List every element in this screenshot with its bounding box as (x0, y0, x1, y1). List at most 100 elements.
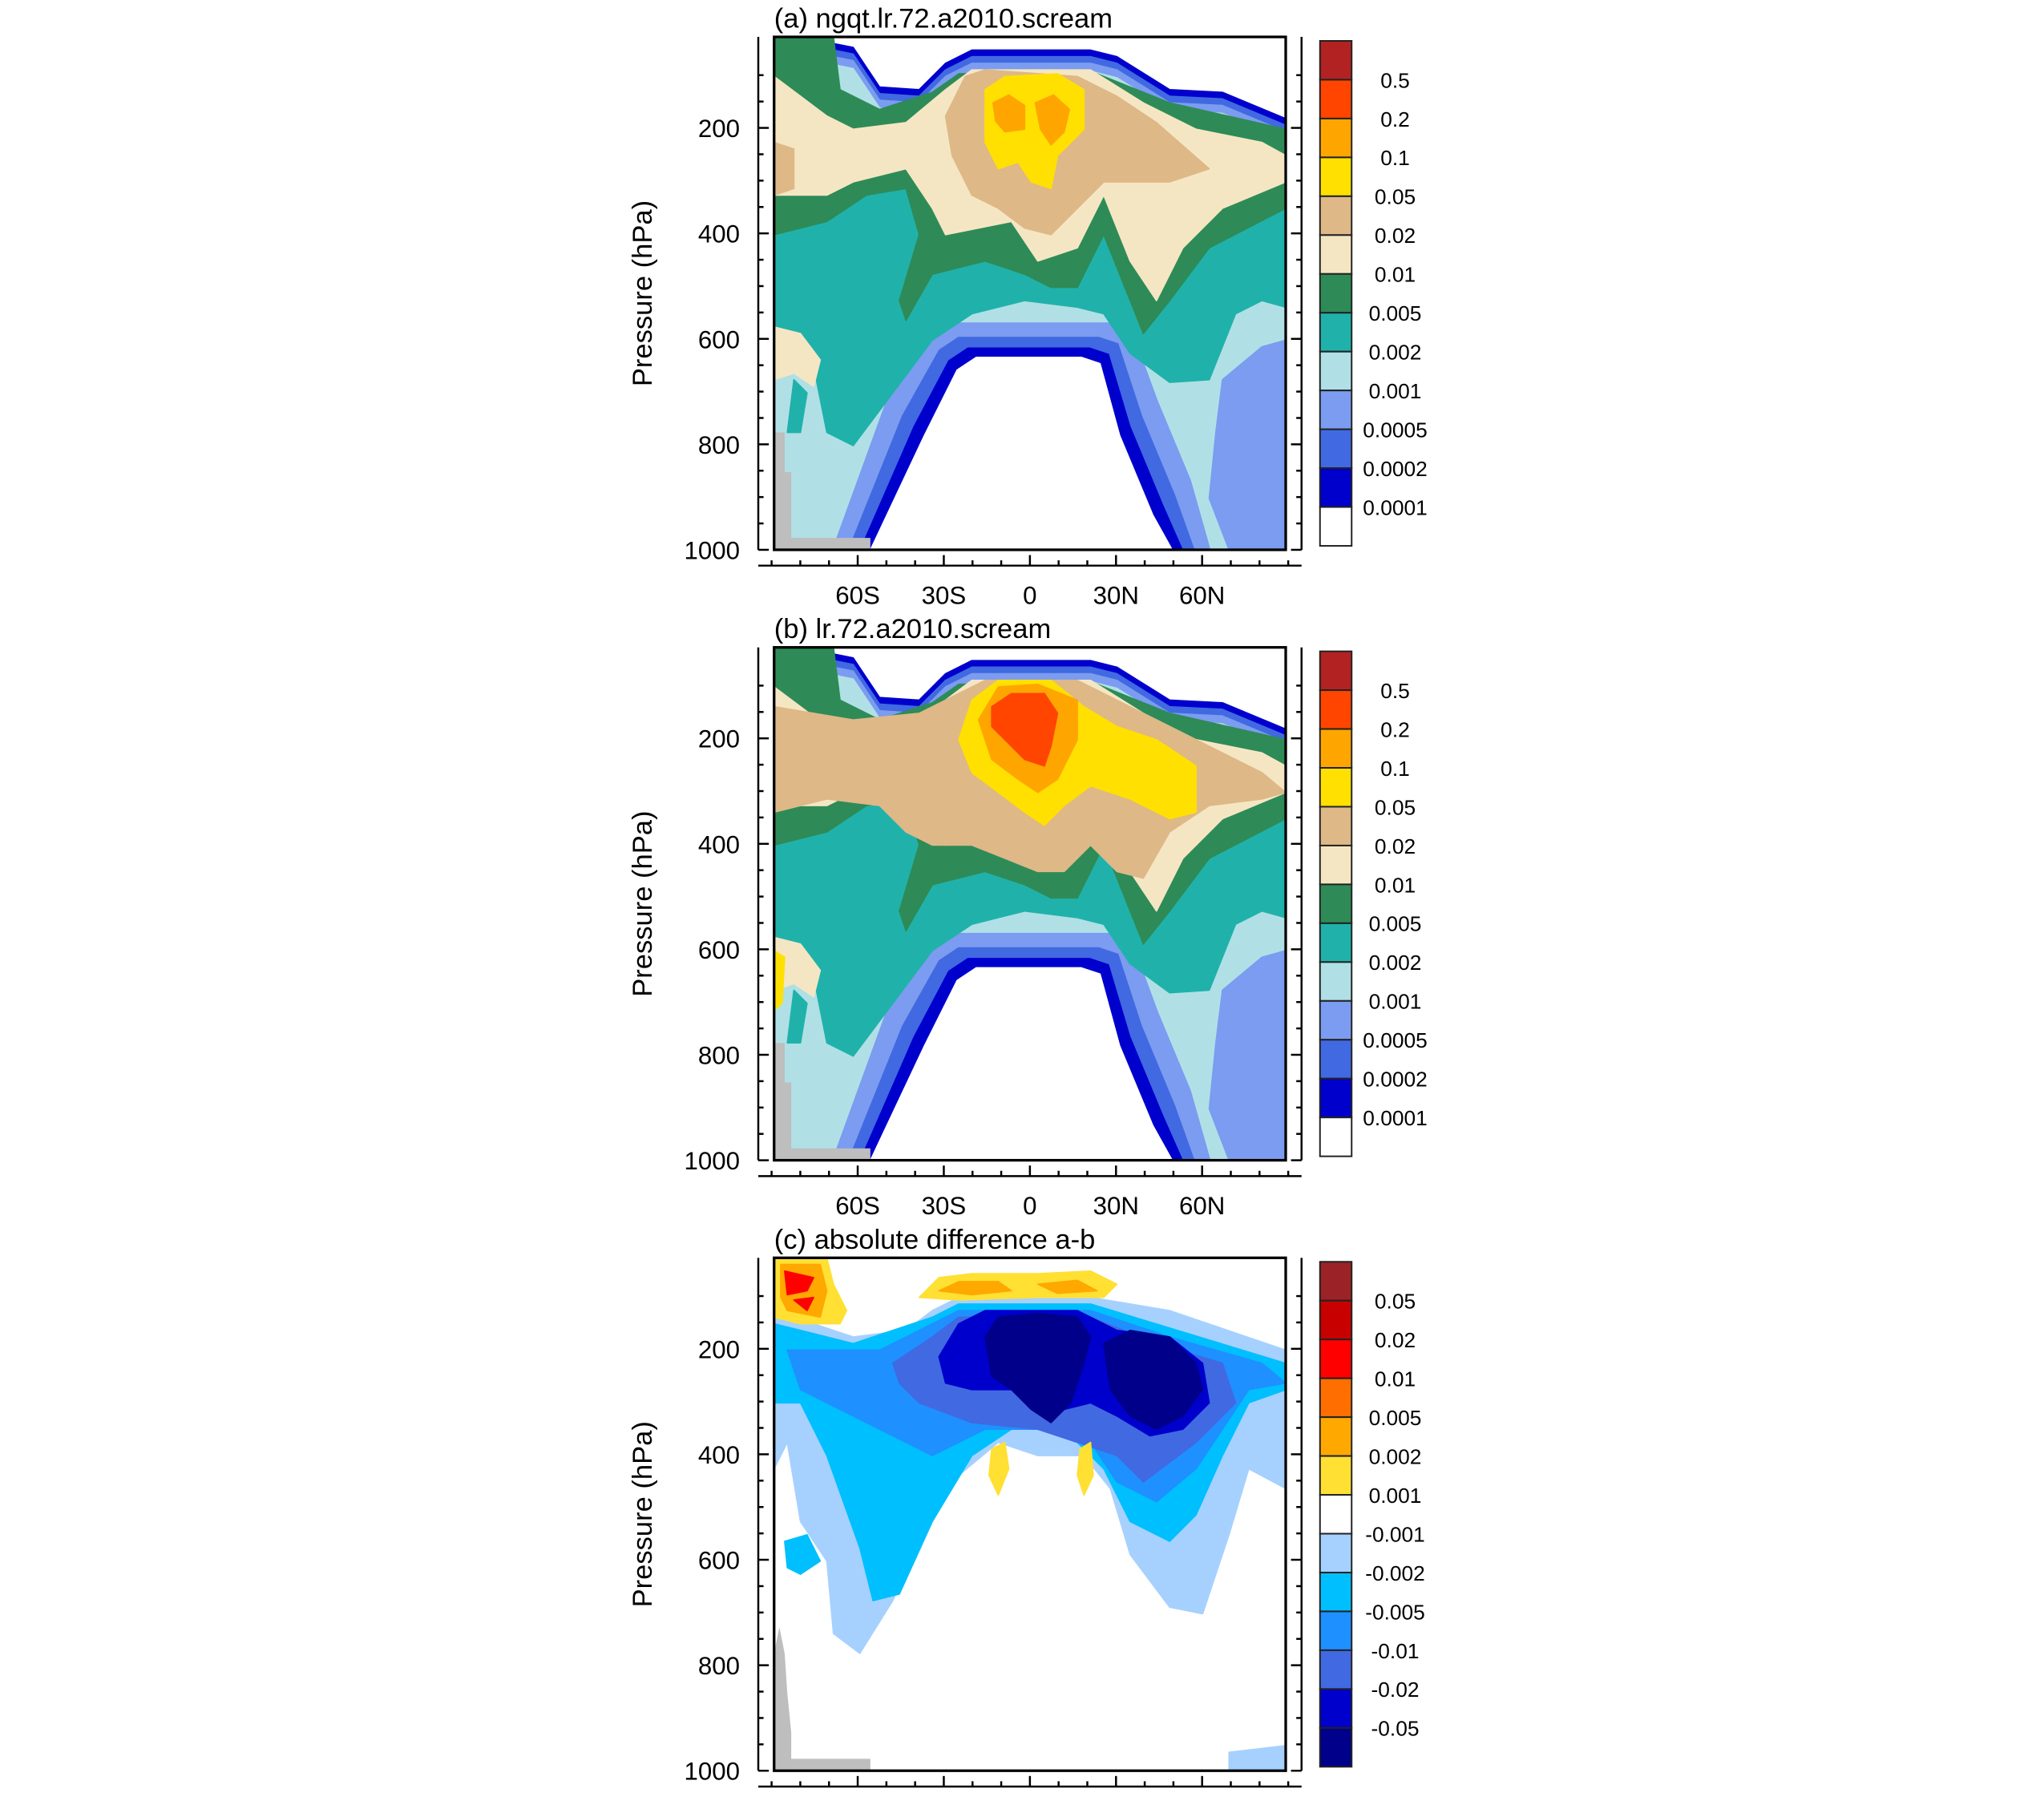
colorbar-box-11 (1319, 1688, 1353, 1729)
colorbar-box-9 (1319, 390, 1353, 430)
colorbar-box-1 (1319, 689, 1353, 730)
y-tick-label: 600 (698, 325, 740, 353)
colorbar-box-0 (1319, 650, 1353, 692)
colorbar-box-9 (1319, 1610, 1353, 1651)
panel-title: (b) lr.72.a2010.scream (774, 614, 1051, 644)
colorbar-box-4 (1319, 806, 1353, 846)
colorbar-box-7 (1319, 312, 1353, 353)
contour-plot-area (774, 647, 1286, 1161)
contour-fill-DEB887 (774, 141, 795, 196)
colorbar-label: -0.002 (1365, 1561, 1425, 1585)
topography-mask (774, 1043, 871, 1161)
contour-fill-FFA800 (938, 1281, 1012, 1296)
y-tick-label: 800 (698, 1652, 740, 1680)
contour-fill-20B2AA (786, 378, 808, 434)
colorbar-box-11 (1319, 1077, 1353, 1119)
topography-mask (774, 432, 871, 550)
colorbar-label: 0.5 (1380, 679, 1410, 703)
colorbar-box-3 (1319, 156, 1353, 197)
x-tick-label: 60N (1179, 1803, 1225, 1805)
contour-fill-F5E6C3 (774, 326, 822, 387)
colorbar-label: 0.01 (1375, 263, 1416, 287)
colorbar-label: 0.02 (1375, 224, 1416, 248)
contour-fill-FFE033 (1077, 1441, 1094, 1496)
colorbar-box-2 (1319, 117, 1353, 159)
colorbar-box-7 (1319, 922, 1353, 963)
contour-fill-A6D1FF (1228, 1745, 1286, 1771)
panel-title: (a) ngqt.lr.72.a2010.scream (774, 4, 1113, 34)
colorbar-label: -0.005 (1365, 1600, 1425, 1624)
colorbar-label: 0.002 (1369, 341, 1422, 365)
colorbar-label: 0.001 (1369, 379, 1422, 403)
colorbar-box-10 (1319, 428, 1353, 470)
colorbar-label: 0.001 (1369, 1484, 1422, 1508)
colorbar-label: 0.0001 (1363, 495, 1427, 519)
colorbar-label: 0.0002 (1363, 1068, 1427, 1092)
y-tick-label: 1000 (684, 536, 740, 564)
x-tick-label: 0 (1023, 1192, 1036, 1220)
contour-fill-00008B (1103, 1329, 1204, 1430)
colorbar-label: 0.0005 (1363, 1028, 1427, 1052)
colorbar-box-12 (1319, 506, 1353, 547)
colorbar-box-10 (1319, 1649, 1353, 1690)
contour-fill-7B9CF0 (1208, 950, 1286, 1161)
x-tick-label: 60S (835, 1192, 880, 1220)
colorbar: 0.5 0.2 0.1 0.05 0.02 0.01 0.005 0.002 0.001 0.00… (1319, 650, 1428, 1157)
y-tick-label: 400 (698, 830, 740, 858)
x-tick-label: 60N (1179, 1192, 1225, 1220)
y-tick-label: 200 (698, 1335, 740, 1363)
colorbar-box-1 (1319, 1299, 1353, 1341)
x-tick-label: 30S (922, 1192, 967, 1220)
colorbar-box-1 (1319, 79, 1353, 119)
contour-fill-FF4500 (991, 693, 1059, 767)
colorbar-label: 0.005 (1369, 912, 1422, 936)
contour-plot-area (774, 1258, 1286, 1771)
colorbar-box-2 (1319, 1339, 1353, 1379)
colorbar-label: 0.01 (1375, 1367, 1416, 1391)
contour-fill-00BFFF (784, 1533, 822, 1575)
colorbar-box-2 (1319, 728, 1353, 769)
colorbar-label: 0.1 (1380, 757, 1410, 781)
colorbar: 0.05 0.02 0.01 0.005 0.002 0.001 -0.001 -0.002 -… (1319, 1261, 1425, 1768)
colorbar-label: -0.05 (1371, 1717, 1420, 1741)
contour-fill-7B9CF0 (1208, 339, 1286, 550)
panel-a: (a) ngqt.lr.72.a2010.scream 200 400 600 800 1… (628, 4, 1428, 610)
colorbar-box-5 (1319, 844, 1353, 886)
plot-frame (773, 646, 1287, 1162)
contour-fill-F5E6C3 (774, 936, 822, 998)
colorbar-label: 0.002 (1369, 1444, 1422, 1468)
colorbar-label: 0.2 (1380, 107, 1410, 131)
colorbar-label: 0.1 (1380, 146, 1410, 170)
contour-fill-FF0000 (793, 1296, 814, 1311)
x-tick-label: 0 (1023, 581, 1036, 609)
colorbar-label: 0.01 (1375, 873, 1416, 897)
x-tick-label: 30S (922, 1803, 967, 1805)
colorbar-label: 0.05 (1375, 185, 1416, 209)
x-tick-label: 30N (1093, 581, 1139, 609)
y-axis-label: Pressure (hPa) (628, 1421, 658, 1607)
colorbar-label: -0.01 (1371, 1639, 1420, 1663)
colorbar-label: 0.2 (1380, 717, 1410, 741)
y-axis-label: Pressure (hPa) (628, 811, 658, 997)
plot-frame (773, 35, 1287, 551)
colorbar-box-10 (1319, 1039, 1353, 1080)
colorbar-box-9 (1319, 999, 1353, 1041)
colorbar-label: 0.002 (1369, 951, 1422, 975)
colorbar-label: 0.05 (1375, 1290, 1416, 1314)
colorbar-label: 0.001 (1369, 990, 1422, 1014)
x-tick-label: 60S (835, 581, 880, 609)
y-tick-label: 400 (698, 1441, 740, 1469)
colorbar-box-0 (1319, 40, 1353, 81)
y-tick-label: 600 (698, 936, 740, 964)
topography-mask (774, 1626, 871, 1771)
colorbar-box-5 (1319, 1455, 1353, 1496)
colorbar-box-3 (1319, 767, 1353, 808)
colorbar-box-5 (1319, 234, 1353, 275)
contour-fill-FF0000 (784, 1270, 814, 1296)
contour-fill-FFE033 (988, 1441, 1010, 1496)
panel-b: (b) lr.72.a2010.scream 200 400 600 800 1000 Pr… (628, 614, 1428, 1220)
contour-fill-00008B (984, 1312, 1092, 1423)
colorbar-label: 0.02 (1375, 1328, 1416, 1352)
y-tick-label: 800 (698, 431, 740, 459)
